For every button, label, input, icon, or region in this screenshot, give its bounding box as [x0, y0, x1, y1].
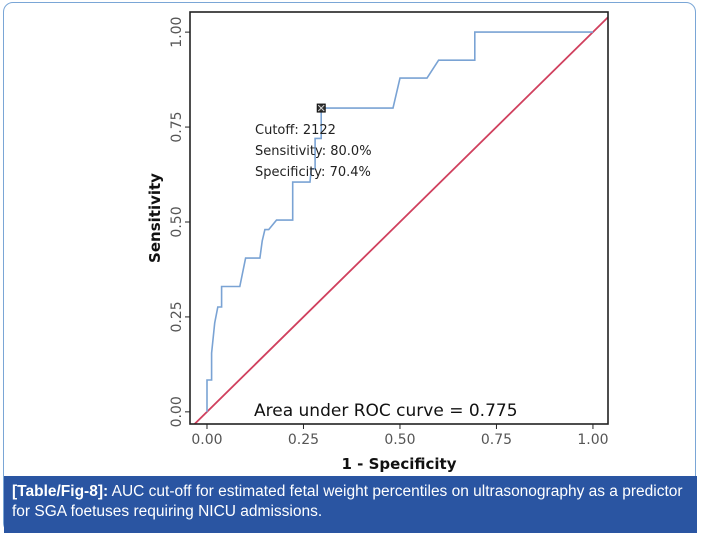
x-tick-label: 0.75	[481, 432, 512, 448]
x-axis-label: 1 - Specificity	[342, 455, 457, 473]
reference-diagonal-line	[193, 15, 608, 424]
y-tick-label: 0.00	[169, 396, 185, 427]
annotation-sensitivity: Sensitivity: 80.0%	[255, 144, 372, 159]
cutoff-marker-cross	[317, 104, 325, 112]
roc-chart: 0.00 0.25 0.50 0.75 1.00 0.00 0.25 0.50 0.75 1.00…	[146, 11, 609, 473]
caption-text: AUC cut-off for estimated fetal weight p…	[12, 483, 683, 520]
x-tick-label: 1.00	[577, 432, 608, 448]
x-tick-label: 0.00	[191, 432, 222, 448]
y-tick-label: 0.50	[169, 206, 185, 237]
plot-border	[189, 11, 609, 425]
y-tick-label: 0.75	[169, 111, 185, 142]
x-tick-label: 0.50	[384, 432, 415, 448]
caption-label: [Table/Fig-8]:	[12, 483, 109, 500]
y-axis-label: Sensitivity	[146, 173, 164, 263]
x-tick-label: 0.25	[288, 432, 319, 448]
figure-caption: [Table/Fig-8]: AUC cut-off for estimated…	[4, 476, 697, 533]
y-tick-label: 0.25	[169, 301, 185, 332]
y-tick-label: 1.00	[169, 17, 185, 48]
roc-curve-line	[206, 31, 593, 412]
annotation-cutoff: Cutoff: 2122	[255, 123, 336, 138]
auc-label: Area under ROC curve = 0.775	[254, 401, 518, 421]
plot-area	[190, 12, 608, 424]
annotation-specificity: Specificity: 70.4%	[255, 165, 371, 180]
